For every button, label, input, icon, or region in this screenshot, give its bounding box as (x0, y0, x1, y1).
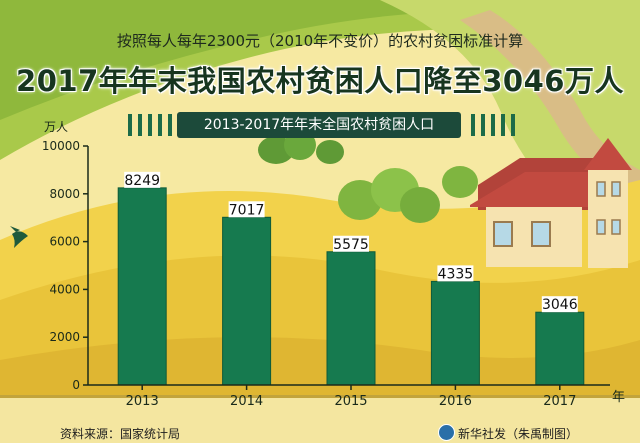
x-axis: 2013 2014 2015 2016 2017 (88, 384, 610, 409)
y-tick-label: 2000 (49, 330, 80, 344)
x-tick-label: 2015 (334, 394, 367, 409)
data-label: 7017 (229, 202, 265, 218)
bar-2015 (326, 251, 376, 386)
y-tick-label: 4000 (49, 282, 80, 296)
x-tick-label: 2013 (126, 394, 159, 409)
y-tick-label: 10000 (42, 139, 80, 153)
data-label-background (228, 201, 265, 218)
y-axis-unit-label: 万人 (44, 120, 69, 134)
decor-stripes-right (471, 114, 515, 136)
x-tick-label: 2016 (439, 394, 472, 409)
bar-2013 (117, 187, 167, 386)
data-label: 5575 (333, 237, 369, 253)
bird-icon (10, 226, 28, 248)
chart-title: 2013-2017年年末全国农村贫困人口 (177, 112, 461, 138)
y-tick-label: 8000 (49, 187, 80, 201)
bar-2016 (430, 280, 480, 386)
data-label-background (437, 265, 474, 282)
data-label: 3046 (542, 297, 578, 313)
x-axis-unit-label: 年 (612, 390, 626, 405)
x-tick-label: 2014 (230, 394, 263, 409)
xinhua-logo-icon (438, 424, 455, 441)
decor-stripes-left (128, 114, 172, 136)
y-tick-label: 0 (72, 378, 80, 392)
y-axis: 0 2000 4000 6000 8000 10000 (42, 139, 89, 392)
credit-note: 新华社发（朱禹制图） (458, 427, 579, 441)
tree-illustration (258, 130, 478, 223)
header-title: 2017年年末我国农村贫困人口降至3046万人 (16, 64, 624, 98)
data-label: 4335 (438, 266, 474, 282)
bar-2017 (535, 311, 585, 386)
y-tick-label: 6000 (49, 235, 80, 249)
header-subtitle: 按照每人每年2300元（2010年不变价）的农村贫困标准计算 (116, 32, 524, 50)
data-label: 8249 (124, 173, 160, 189)
source-note: 资料来源：国家统计局 (60, 427, 181, 441)
bars: 8249 7017 5575 4335 3046 (117, 171, 585, 386)
bar-2014 (222, 216, 272, 386)
data-label-background (124, 171, 161, 188)
bar-chart: 0 2000 4000 6000 8000 10000 8249 7017 5575 4335 3… (42, 139, 610, 409)
data-label-background (333, 235, 369, 252)
x-tick-label: 2017 (543, 394, 576, 409)
house-illustration (470, 138, 632, 268)
data-label-background (541, 296, 578, 313)
